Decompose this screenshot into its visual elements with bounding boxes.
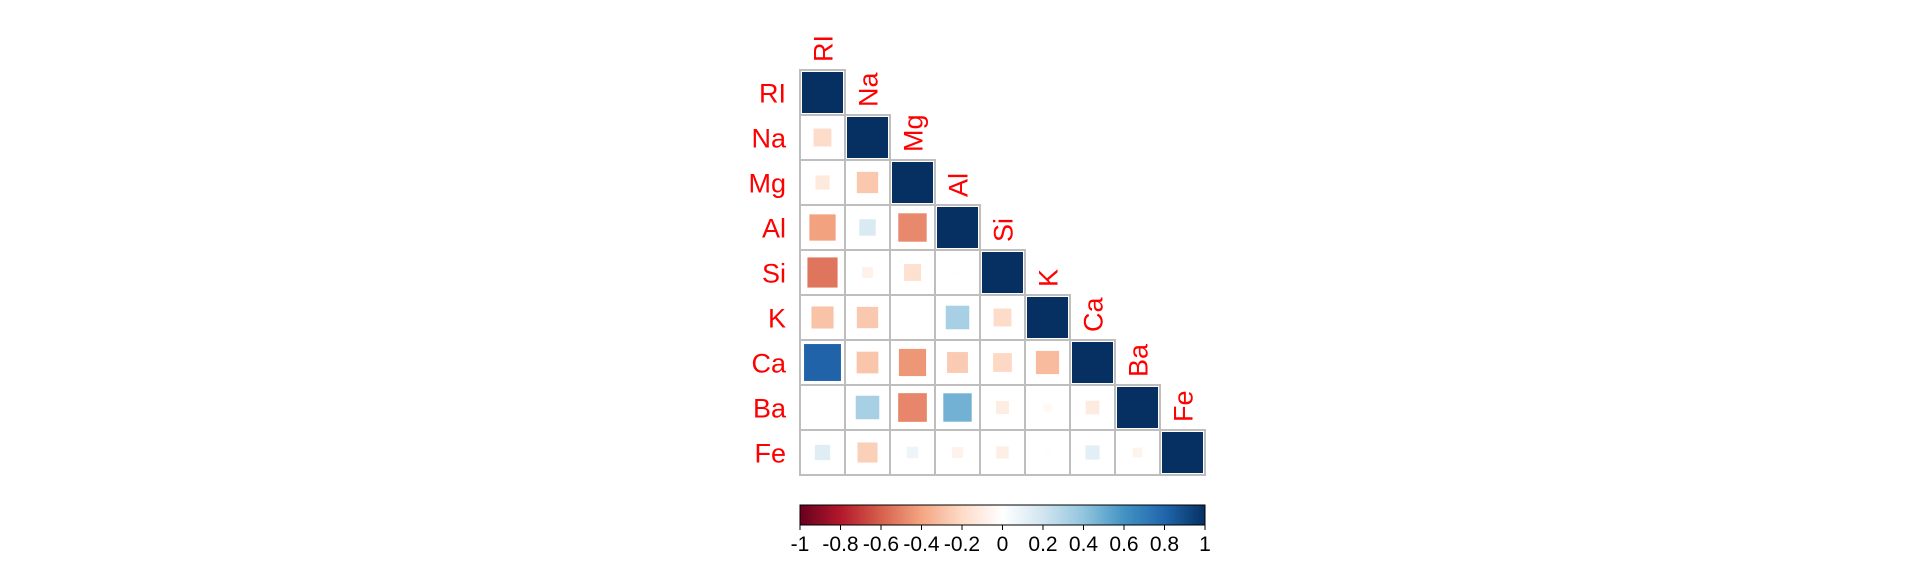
col-label-RI: RI (809, 35, 839, 62)
corr-square-K-Al (945, 305, 970, 330)
row-label-Na: Na (751, 124, 786, 154)
corr-square-Fe-Mg (906, 446, 919, 459)
corr-square-Mg-Mg (892, 162, 933, 203)
colorbar-tick-label: 0 (997, 533, 1009, 556)
corr-square-Si-RI (807, 257, 838, 288)
corr-square-Mg-Na (856, 171, 879, 194)
corr-square-Al-RI (809, 214, 836, 241)
colorbar-tick-label: 0.6 (1109, 533, 1138, 556)
corr-square-Fe-Si (996, 446, 1009, 459)
corr-square-Fe-K (1045, 450, 1050, 455)
corr-square-Al-Na (859, 219, 876, 236)
corr-square-K-Si (993, 308, 1012, 327)
corr-square-Al-Al (937, 207, 978, 248)
colorbar-gradient (799, 504, 1206, 526)
row-label-Al: Al (762, 214, 786, 244)
colorbar: -1 -0.8 -0.6 -0.4 -0.2 0 0.2 0.4 0.6 0.8 1 (791, 504, 1211, 556)
corr-square-Si-Si (982, 252, 1023, 293)
cell-Si-Al (934, 249, 981, 296)
corr-square-Fe-RI (814, 444, 831, 461)
corr-square-Al-Mg (898, 213, 927, 242)
corr-square-Ca-Ca (1072, 342, 1113, 383)
col-label-Si: Si (989, 218, 1019, 242)
corr-square-Fe-Ba (1132, 447, 1143, 458)
row-label-Ca: Ca (751, 349, 786, 379)
corr-square-Na-RI (813, 128, 832, 147)
corr-square-Fe-Fe (1162, 432, 1203, 473)
cells-layer (799, 69, 1206, 476)
labels-layer: RI Na Mg Al Si K Ca Ba Fe RI Na Mg Al Si K Ca Ba Fe (748, 35, 1198, 469)
colorbar-tick-label: -0.2 (944, 533, 980, 556)
row-label-Fe: Fe (754, 439, 786, 469)
corr-square-Mg-RI (815, 175, 830, 190)
row-label-Mg: Mg (748, 169, 786, 199)
corr-square-Si-Al (955, 270, 960, 275)
corr-square-Na-Na (847, 117, 888, 158)
row-label-Si: Si (762, 259, 786, 289)
corr-square-K-RI (811, 306, 834, 329)
col-label-K: K (1034, 269, 1064, 287)
col-label-Fe: Fe (1169, 390, 1199, 422)
cell-Ba-RI (799, 384, 846, 431)
row-label-Ba: Ba (753, 394, 787, 424)
cell-Al-Na (844, 204, 891, 251)
corr-square-Si-Mg (904, 264, 921, 281)
corr-square-Fe-Al (952, 447, 963, 458)
corr-square-Ca-Mg (898, 348, 927, 377)
col-label-Ba: Ba (1124, 343, 1154, 377)
row-label-K: K (768, 304, 786, 334)
colorbar-tick-label: 0.2 (1028, 533, 1057, 556)
corr-square-K-K (1027, 297, 1068, 338)
colorbar-tick-label: -0.4 (903, 533, 940, 556)
corr-square-Ba-Si (996, 401, 1009, 414)
corr-square-Ba-K (1043, 403, 1052, 412)
corr-square-Ca-Na (856, 351, 879, 374)
colorbar-tick-label: 0.4 (1069, 533, 1099, 556)
cell-Fe-K (1024, 429, 1071, 476)
corr-square-Ca-Al (947, 352, 968, 373)
colorbar-tick-label: -0.8 (822, 533, 858, 556)
corr-square-Ba-Ca (1085, 400, 1100, 415)
corr-square-Si-Na (862, 267, 873, 278)
colorbar-tick-label: 0.8 (1150, 533, 1179, 556)
corr-square-Ca-K (1035, 350, 1060, 375)
corr-square-Fe-Ca (1085, 445, 1100, 460)
col-label-Ca: Ca (1079, 297, 1109, 332)
row-label-RI: RI (759, 79, 786, 109)
col-label-Al: Al (944, 173, 974, 197)
corr-square-Ba-Ba (1117, 387, 1158, 428)
corr-square-Ba-Na (855, 395, 880, 420)
col-label-Na: Na (854, 72, 884, 107)
corr-square-K-Mg (910, 315, 915, 320)
corr-square-Ba-Al (943, 393, 972, 422)
colorbar-tick-label: -1 (791, 533, 810, 556)
colorbar-tick-label: -0.6 (863, 533, 899, 556)
corr-square-RI-RI (802, 72, 843, 113)
corr-square-Ba-Mg (898, 393, 927, 422)
col-label-Mg: Mg (899, 114, 929, 152)
corr-square-Ca-RI (804, 344, 841, 381)
corr-square-Fe-Na (857, 442, 878, 463)
corr-square-K-Na (856, 306, 879, 329)
colorbar-tick-label: 1 (1199, 533, 1211, 556)
corr-square-Ca-Si (993, 353, 1012, 372)
